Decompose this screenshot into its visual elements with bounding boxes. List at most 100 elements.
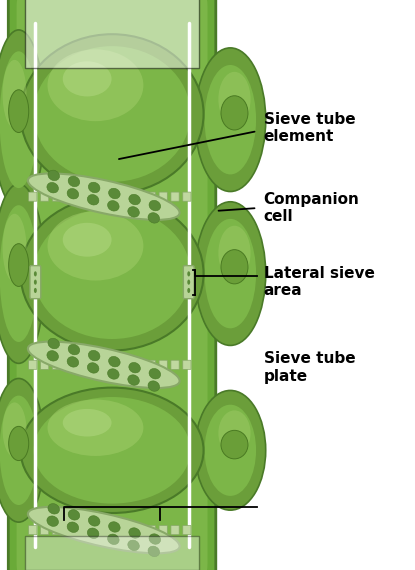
Ellipse shape <box>129 528 140 538</box>
FancyBboxPatch shape <box>29 192 37 201</box>
Ellipse shape <box>30 345 177 385</box>
FancyBboxPatch shape <box>100 526 108 535</box>
Ellipse shape <box>47 516 59 526</box>
FancyBboxPatch shape <box>171 360 179 369</box>
Ellipse shape <box>187 279 190 284</box>
Ellipse shape <box>218 72 251 127</box>
FancyBboxPatch shape <box>124 360 132 369</box>
FancyBboxPatch shape <box>52 526 61 535</box>
Ellipse shape <box>0 205 38 342</box>
FancyBboxPatch shape <box>76 192 84 201</box>
FancyBboxPatch shape <box>100 360 108 369</box>
Ellipse shape <box>21 197 204 351</box>
FancyBboxPatch shape <box>171 192 179 201</box>
Ellipse shape <box>47 50 144 121</box>
Ellipse shape <box>87 528 99 539</box>
Ellipse shape <box>2 60 27 128</box>
Ellipse shape <box>9 89 29 133</box>
FancyBboxPatch shape <box>52 360 61 369</box>
Ellipse shape <box>34 397 190 504</box>
Ellipse shape <box>148 546 159 556</box>
Ellipse shape <box>48 170 59 181</box>
FancyBboxPatch shape <box>64 360 73 369</box>
Ellipse shape <box>0 30 45 210</box>
Ellipse shape <box>128 540 139 551</box>
Ellipse shape <box>149 201 161 211</box>
Ellipse shape <box>149 534 161 544</box>
FancyBboxPatch shape <box>76 526 84 535</box>
Ellipse shape <box>68 176 80 186</box>
Ellipse shape <box>195 390 266 510</box>
FancyBboxPatch shape <box>100 192 108 201</box>
FancyBboxPatch shape <box>41 192 49 201</box>
Ellipse shape <box>195 48 266 192</box>
FancyBboxPatch shape <box>8 0 216 570</box>
Ellipse shape <box>67 189 79 199</box>
Ellipse shape <box>107 369 119 379</box>
FancyBboxPatch shape <box>64 192 73 201</box>
FancyBboxPatch shape <box>135 192 144 201</box>
Ellipse shape <box>9 426 29 461</box>
Ellipse shape <box>67 522 79 532</box>
Ellipse shape <box>129 194 140 205</box>
FancyBboxPatch shape <box>52 192 61 201</box>
Ellipse shape <box>195 202 266 345</box>
Ellipse shape <box>9 243 29 286</box>
Ellipse shape <box>47 211 144 280</box>
FancyBboxPatch shape <box>76 360 84 369</box>
Ellipse shape <box>48 504 59 514</box>
Ellipse shape <box>148 381 159 391</box>
Ellipse shape <box>109 356 120 367</box>
FancyBboxPatch shape <box>135 360 144 369</box>
FancyBboxPatch shape <box>88 360 96 369</box>
Ellipse shape <box>205 405 256 496</box>
Ellipse shape <box>0 378 45 522</box>
FancyBboxPatch shape <box>135 526 144 535</box>
Ellipse shape <box>0 396 38 505</box>
FancyBboxPatch shape <box>64 526 73 535</box>
Ellipse shape <box>2 402 27 457</box>
Ellipse shape <box>28 173 180 220</box>
Ellipse shape <box>30 177 177 217</box>
Ellipse shape <box>34 288 37 293</box>
Ellipse shape <box>129 363 140 373</box>
Ellipse shape <box>221 96 248 130</box>
Ellipse shape <box>48 339 59 349</box>
Ellipse shape <box>187 288 190 293</box>
Ellipse shape <box>28 341 180 388</box>
Ellipse shape <box>21 388 204 513</box>
Ellipse shape <box>28 507 180 553</box>
Ellipse shape <box>205 65 256 174</box>
FancyBboxPatch shape <box>29 360 37 369</box>
FancyBboxPatch shape <box>25 536 199 570</box>
Text: Sieve tube
plate: Sieve tube plate <box>264 352 355 384</box>
FancyBboxPatch shape <box>88 192 96 201</box>
Ellipse shape <box>221 250 248 284</box>
Ellipse shape <box>68 344 80 355</box>
FancyBboxPatch shape <box>29 526 37 535</box>
Ellipse shape <box>67 357 79 367</box>
FancyBboxPatch shape <box>183 526 191 535</box>
Ellipse shape <box>2 214 27 282</box>
Ellipse shape <box>107 534 119 544</box>
Text: Sieve tube
element: Sieve tube element <box>264 112 355 144</box>
Ellipse shape <box>128 375 139 385</box>
Ellipse shape <box>34 271 37 276</box>
Ellipse shape <box>87 363 99 373</box>
Ellipse shape <box>34 208 190 339</box>
FancyBboxPatch shape <box>17 0 208 570</box>
FancyBboxPatch shape <box>25 0 199 68</box>
Ellipse shape <box>148 213 159 223</box>
FancyBboxPatch shape <box>30 266 41 299</box>
FancyBboxPatch shape <box>41 526 49 535</box>
Ellipse shape <box>63 62 112 96</box>
FancyBboxPatch shape <box>183 266 194 299</box>
FancyBboxPatch shape <box>147 526 156 535</box>
Ellipse shape <box>109 188 120 199</box>
FancyBboxPatch shape <box>112 526 120 535</box>
Ellipse shape <box>30 510 177 550</box>
Ellipse shape <box>0 184 45 364</box>
Ellipse shape <box>47 400 144 456</box>
FancyBboxPatch shape <box>88 526 96 535</box>
Ellipse shape <box>218 226 251 280</box>
